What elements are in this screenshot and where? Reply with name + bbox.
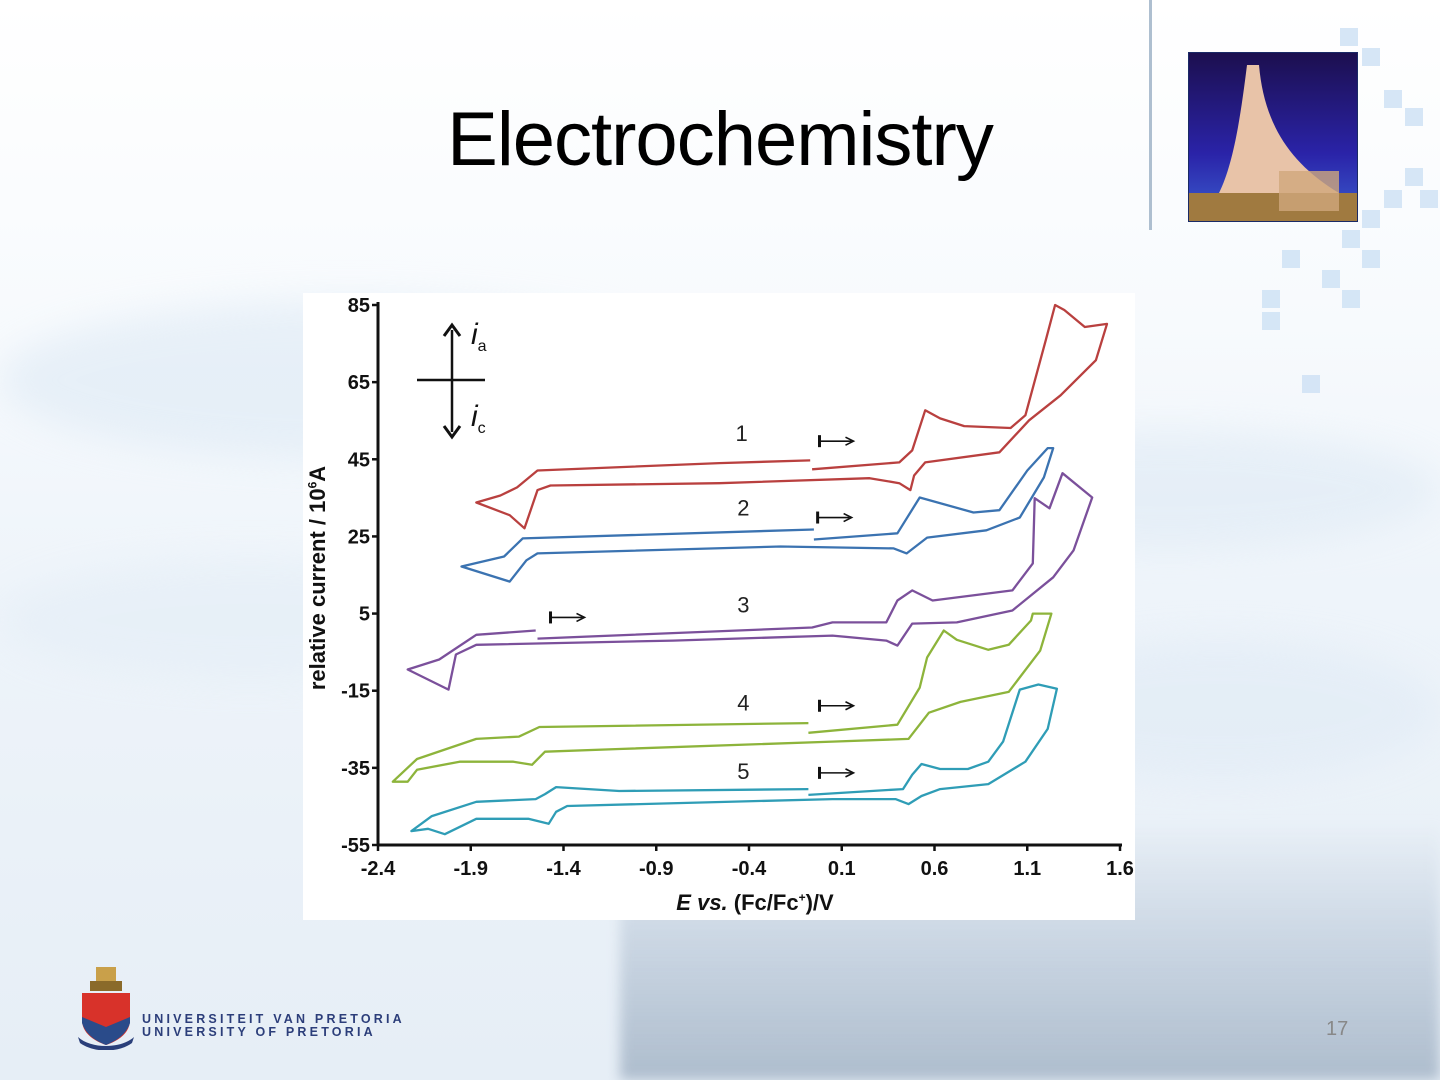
x-axis-label: E vs. (Fc/Fc+)/V [676,890,833,916]
series-label-4: 4 [737,691,749,716]
decorative-square [1342,230,1360,248]
cv-curve-series-2 [460,446,1055,583]
cv-curve-series-4 [391,612,1053,783]
x-tick-label: 1.1 [1013,858,1041,880]
x-tick-label: -1.9 [454,858,488,880]
scan-start-arrow-icon [817,699,856,712]
x-axis-label-vs: vs. [690,890,728,915]
decorative-square [1302,375,1320,393]
decorative-square [1262,290,1280,308]
scan-start-arrow-icon [816,511,854,524]
scan-start-arrow-icon [817,435,856,448]
x-axis-label-text: (Fc/Fc [727,890,799,915]
x-tick-label: 1.6 [1106,858,1134,880]
cyclic-voltammogram-chart: 85 65 45 25 5 -15 -35 -55 -2.4 -1.9 -1.4 -0.9 -0.4 0.… [303,293,1135,920]
decorative-square [1362,210,1380,228]
anodic-subscript: a [477,338,487,355]
cathodic-subscript: c [477,420,486,437]
slide-title: Electrochemistry [447,97,994,182]
decorative-square [1342,290,1360,308]
x-tick-label: -2.4 [361,858,396,880]
x-axis-label-sup: + [798,890,806,905]
y-axis-label-exponent: 6 [305,481,320,489]
y-tick-label: 45 [348,449,370,471]
decorative-square [1405,168,1423,186]
direction-arrows-icon [417,322,485,440]
scan-start-arrow-icon [549,611,587,624]
x-axis-label-e: E [676,890,691,915]
y-tick-label: 65 [348,372,370,394]
scan-start-arrow-icon [817,766,856,779]
y-tick-label: 5 [359,604,370,626]
decorative-square [1405,108,1423,126]
series-label-2: 2 [737,496,749,521]
x-tick-label: -0.9 [639,858,673,880]
y-tick-label: -35 [341,758,370,780]
header-divider [1149,0,1152,230]
cv-curve-series-1 [475,303,1109,530]
y-tick-label: -55 [341,835,370,857]
university-crest-logo [76,965,136,1051]
y-tick-label: 25 [348,526,370,548]
x-tick-label: 0.1 [828,858,856,880]
y-tick-label: -15 [341,681,370,703]
anodic-symbol: i [471,318,478,351]
decorative-square [1362,250,1380,268]
cv-curve-series-5 [410,683,1059,836]
university-name-afrikaans: UNIVERSITEIT VAN PRETORIA [142,1012,405,1026]
cv-curve-series-3 [406,472,1094,691]
building-photo [1188,52,1358,222]
x-tick-label: 0.6 [921,858,949,880]
x-tick-label: -1.4 [546,858,581,880]
decorative-square [1362,48,1380,66]
x-tick-label: -0.4 [732,858,767,880]
decorative-square [1384,90,1402,108]
series-label-5: 5 [737,759,749,784]
x-axis-label-unit: )/V [805,890,834,915]
cathodic-current-label: ic [471,400,486,438]
decorative-square [1322,270,1340,288]
y-axis-label-text: relative current / 10 [305,488,330,691]
decorative-square [1340,28,1358,46]
decorative-square [1384,190,1402,208]
y-tick-label: 85 [348,295,370,317]
y-axis-label-unit: A [305,465,330,482]
university-name-english: UNIVERSITY OF PRETORIA [142,1025,376,1039]
university-name: UNIVERSITEIT VAN PRETORIA UNIVERSITY OF … [142,1013,405,1039]
y-axis-label: relative current / 106A [305,466,331,690]
decorative-square [1420,190,1438,208]
cathodic-symbol: i [471,400,478,433]
series-label-3: 3 [737,593,749,618]
decorative-square [1262,312,1280,330]
page-number: 17 [1326,1018,1349,1040]
decorative-square [1282,250,1300,268]
series-label-1: 1 [735,421,747,446]
anodic-current-label: ia [471,318,487,356]
current-direction-legend: ia ic [417,318,517,445]
